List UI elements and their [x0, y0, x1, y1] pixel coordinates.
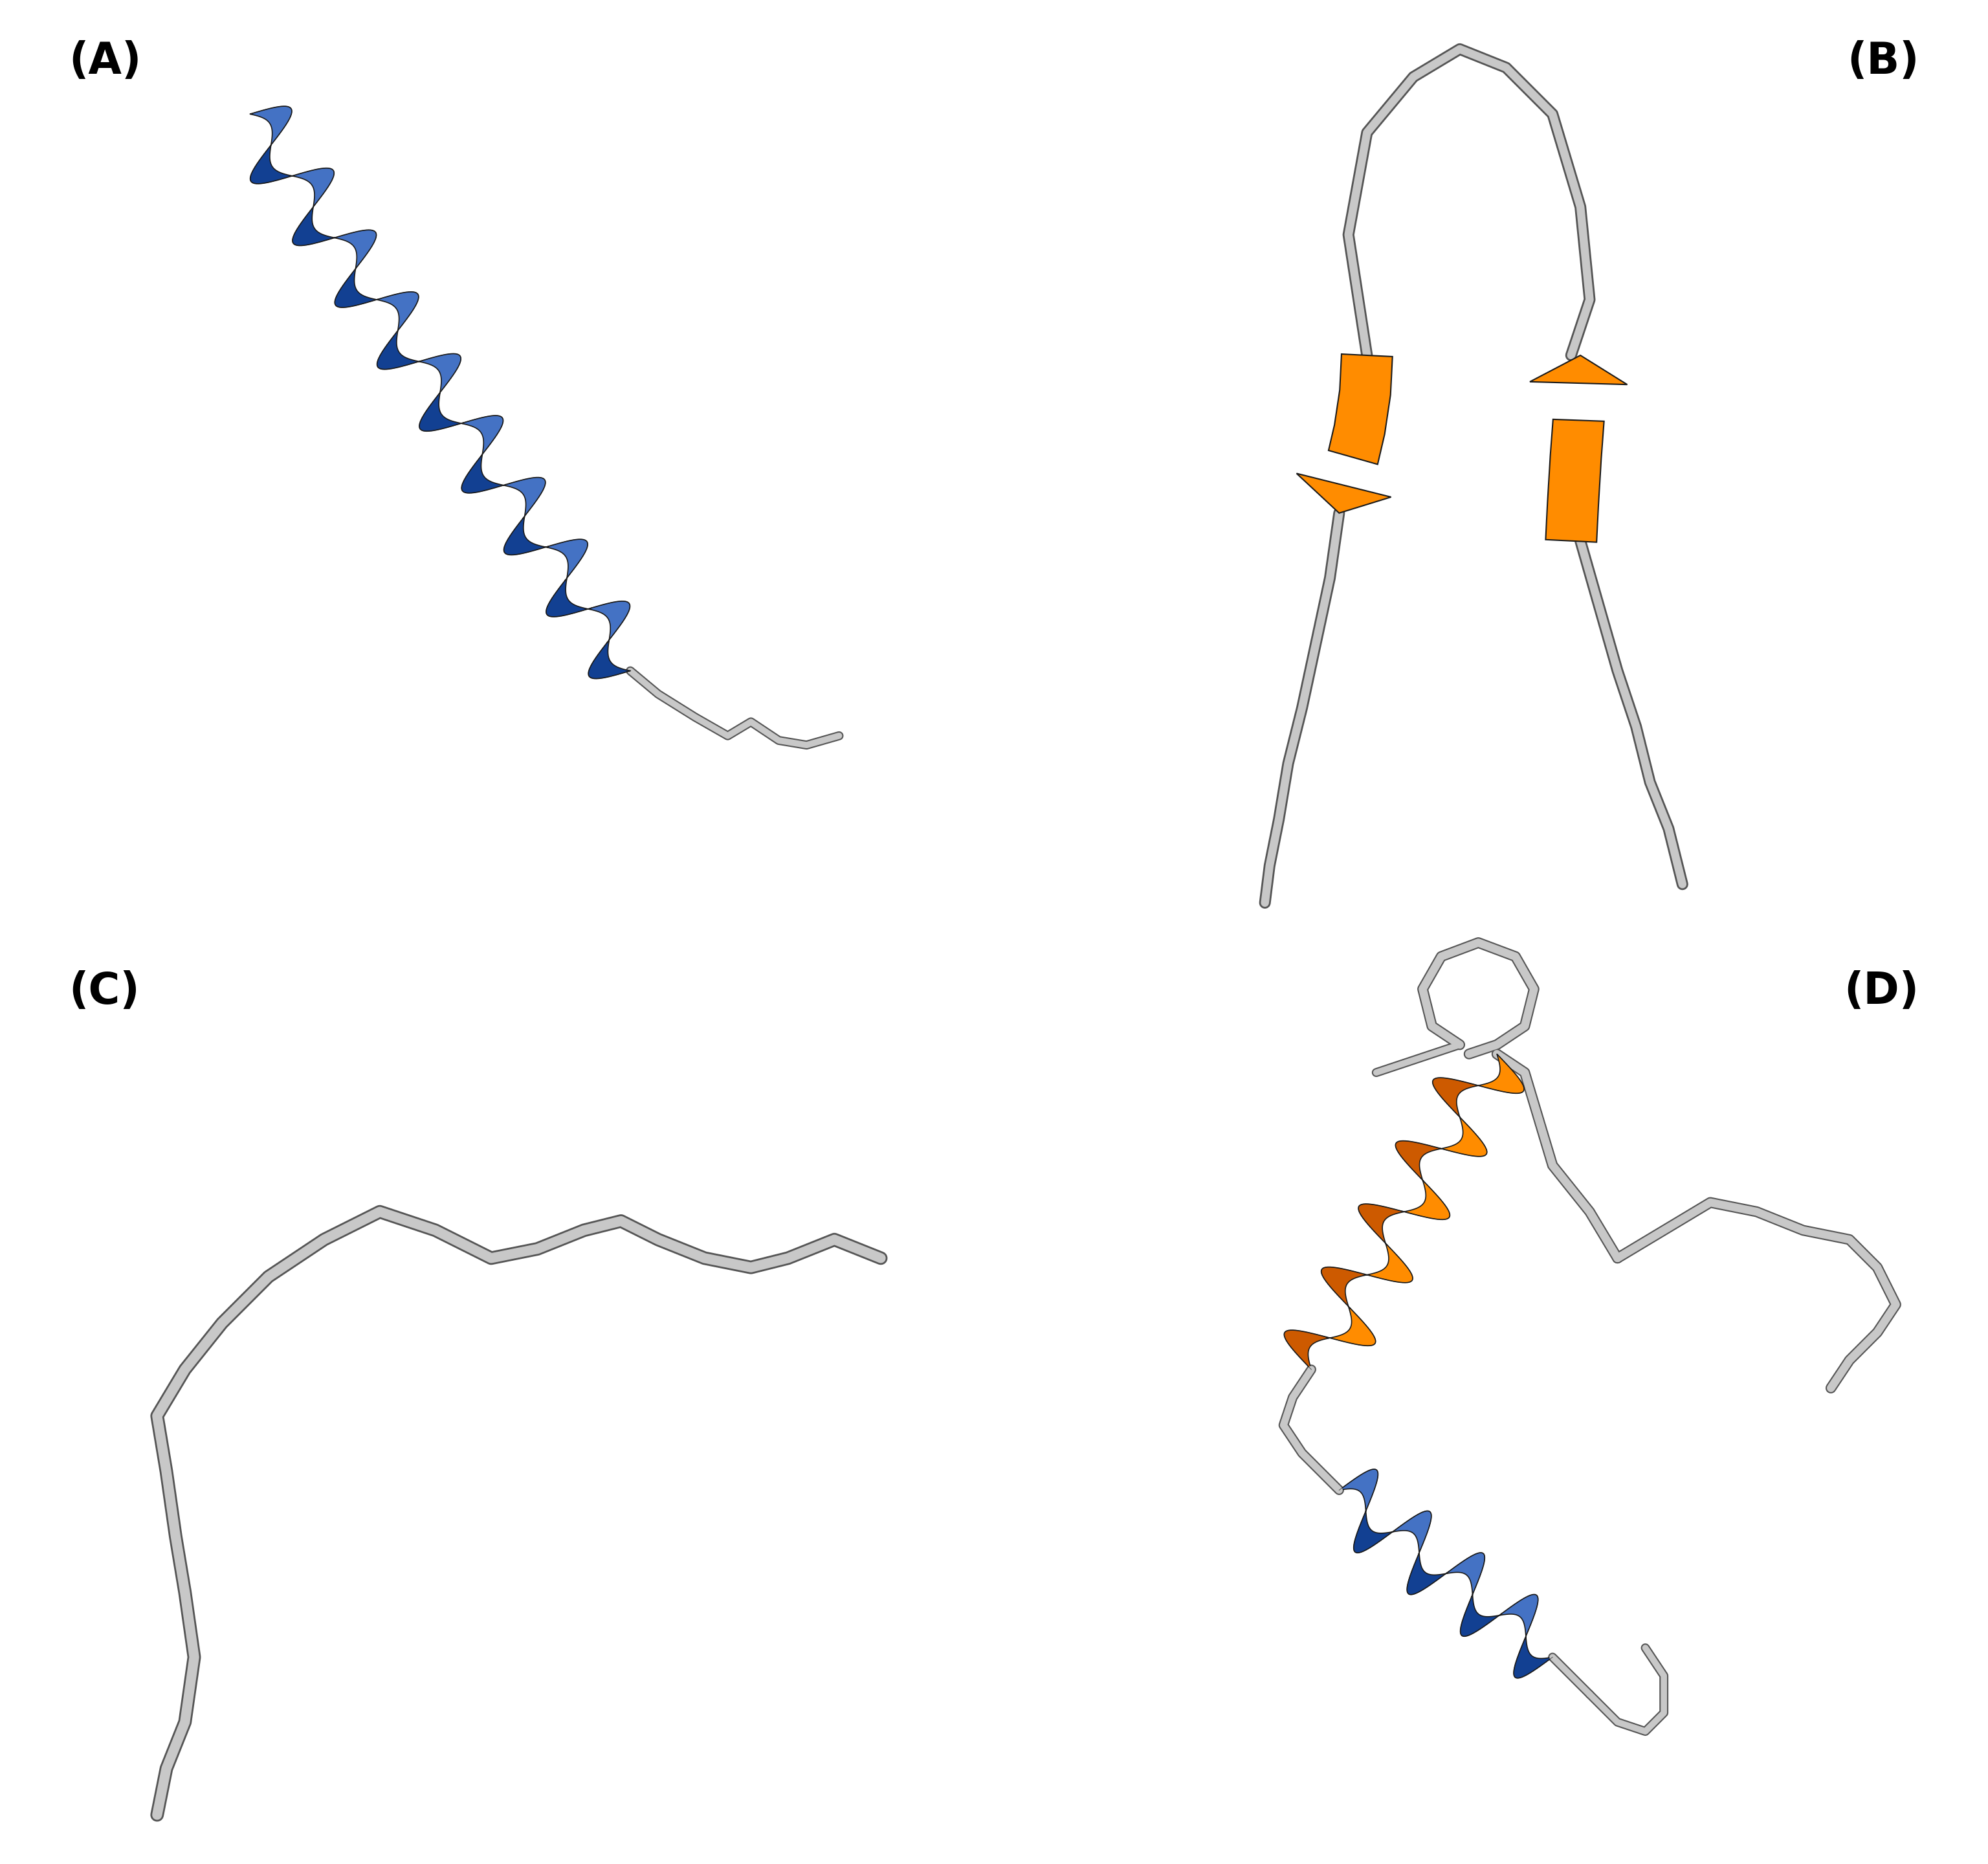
Polygon shape	[1513, 1638, 1553, 1678]
Polygon shape	[503, 518, 549, 555]
Polygon shape	[1358, 1204, 1404, 1245]
Polygon shape	[1408, 1553, 1447, 1594]
Text: (C): (C)	[70, 971, 139, 1014]
Polygon shape	[334, 229, 376, 270]
Polygon shape	[1322, 1268, 1366, 1309]
Polygon shape	[1477, 1053, 1525, 1094]
Text: (A): (A)	[70, 39, 141, 82]
Polygon shape	[292, 168, 334, 207]
Polygon shape	[1402, 1182, 1449, 1219]
Text: (D): (D)	[1845, 971, 1918, 1014]
Polygon shape	[419, 354, 461, 393]
Polygon shape	[250, 145, 292, 185]
Polygon shape	[1364, 1245, 1413, 1282]
Polygon shape	[1354, 1512, 1394, 1553]
Polygon shape	[590, 602, 630, 643]
Polygon shape	[1501, 1594, 1539, 1640]
Polygon shape	[292, 207, 336, 246]
Polygon shape	[461, 416, 503, 457]
Polygon shape	[1545, 419, 1604, 542]
Polygon shape	[547, 580, 592, 617]
Polygon shape	[378, 293, 419, 332]
Polygon shape	[1439, 1117, 1487, 1156]
Polygon shape	[1461, 1596, 1501, 1637]
Polygon shape	[1328, 354, 1392, 464]
Polygon shape	[1296, 473, 1392, 513]
Polygon shape	[588, 641, 630, 678]
Polygon shape	[1340, 1469, 1378, 1512]
Polygon shape	[547, 539, 588, 582]
Polygon shape	[1394, 1512, 1431, 1555]
Polygon shape	[1447, 1553, 1485, 1597]
Polygon shape	[1284, 1331, 1328, 1370]
Polygon shape	[1531, 356, 1628, 384]
Polygon shape	[334, 268, 378, 308]
Polygon shape	[505, 477, 545, 518]
Polygon shape	[1433, 1077, 1479, 1118]
Polygon shape	[461, 455, 507, 494]
Polygon shape	[250, 106, 292, 145]
Polygon shape	[1326, 1309, 1376, 1346]
Text: (B): (B)	[1847, 39, 1918, 82]
Polygon shape	[378, 332, 421, 369]
Polygon shape	[419, 393, 463, 431]
Polygon shape	[1396, 1141, 1441, 1182]
